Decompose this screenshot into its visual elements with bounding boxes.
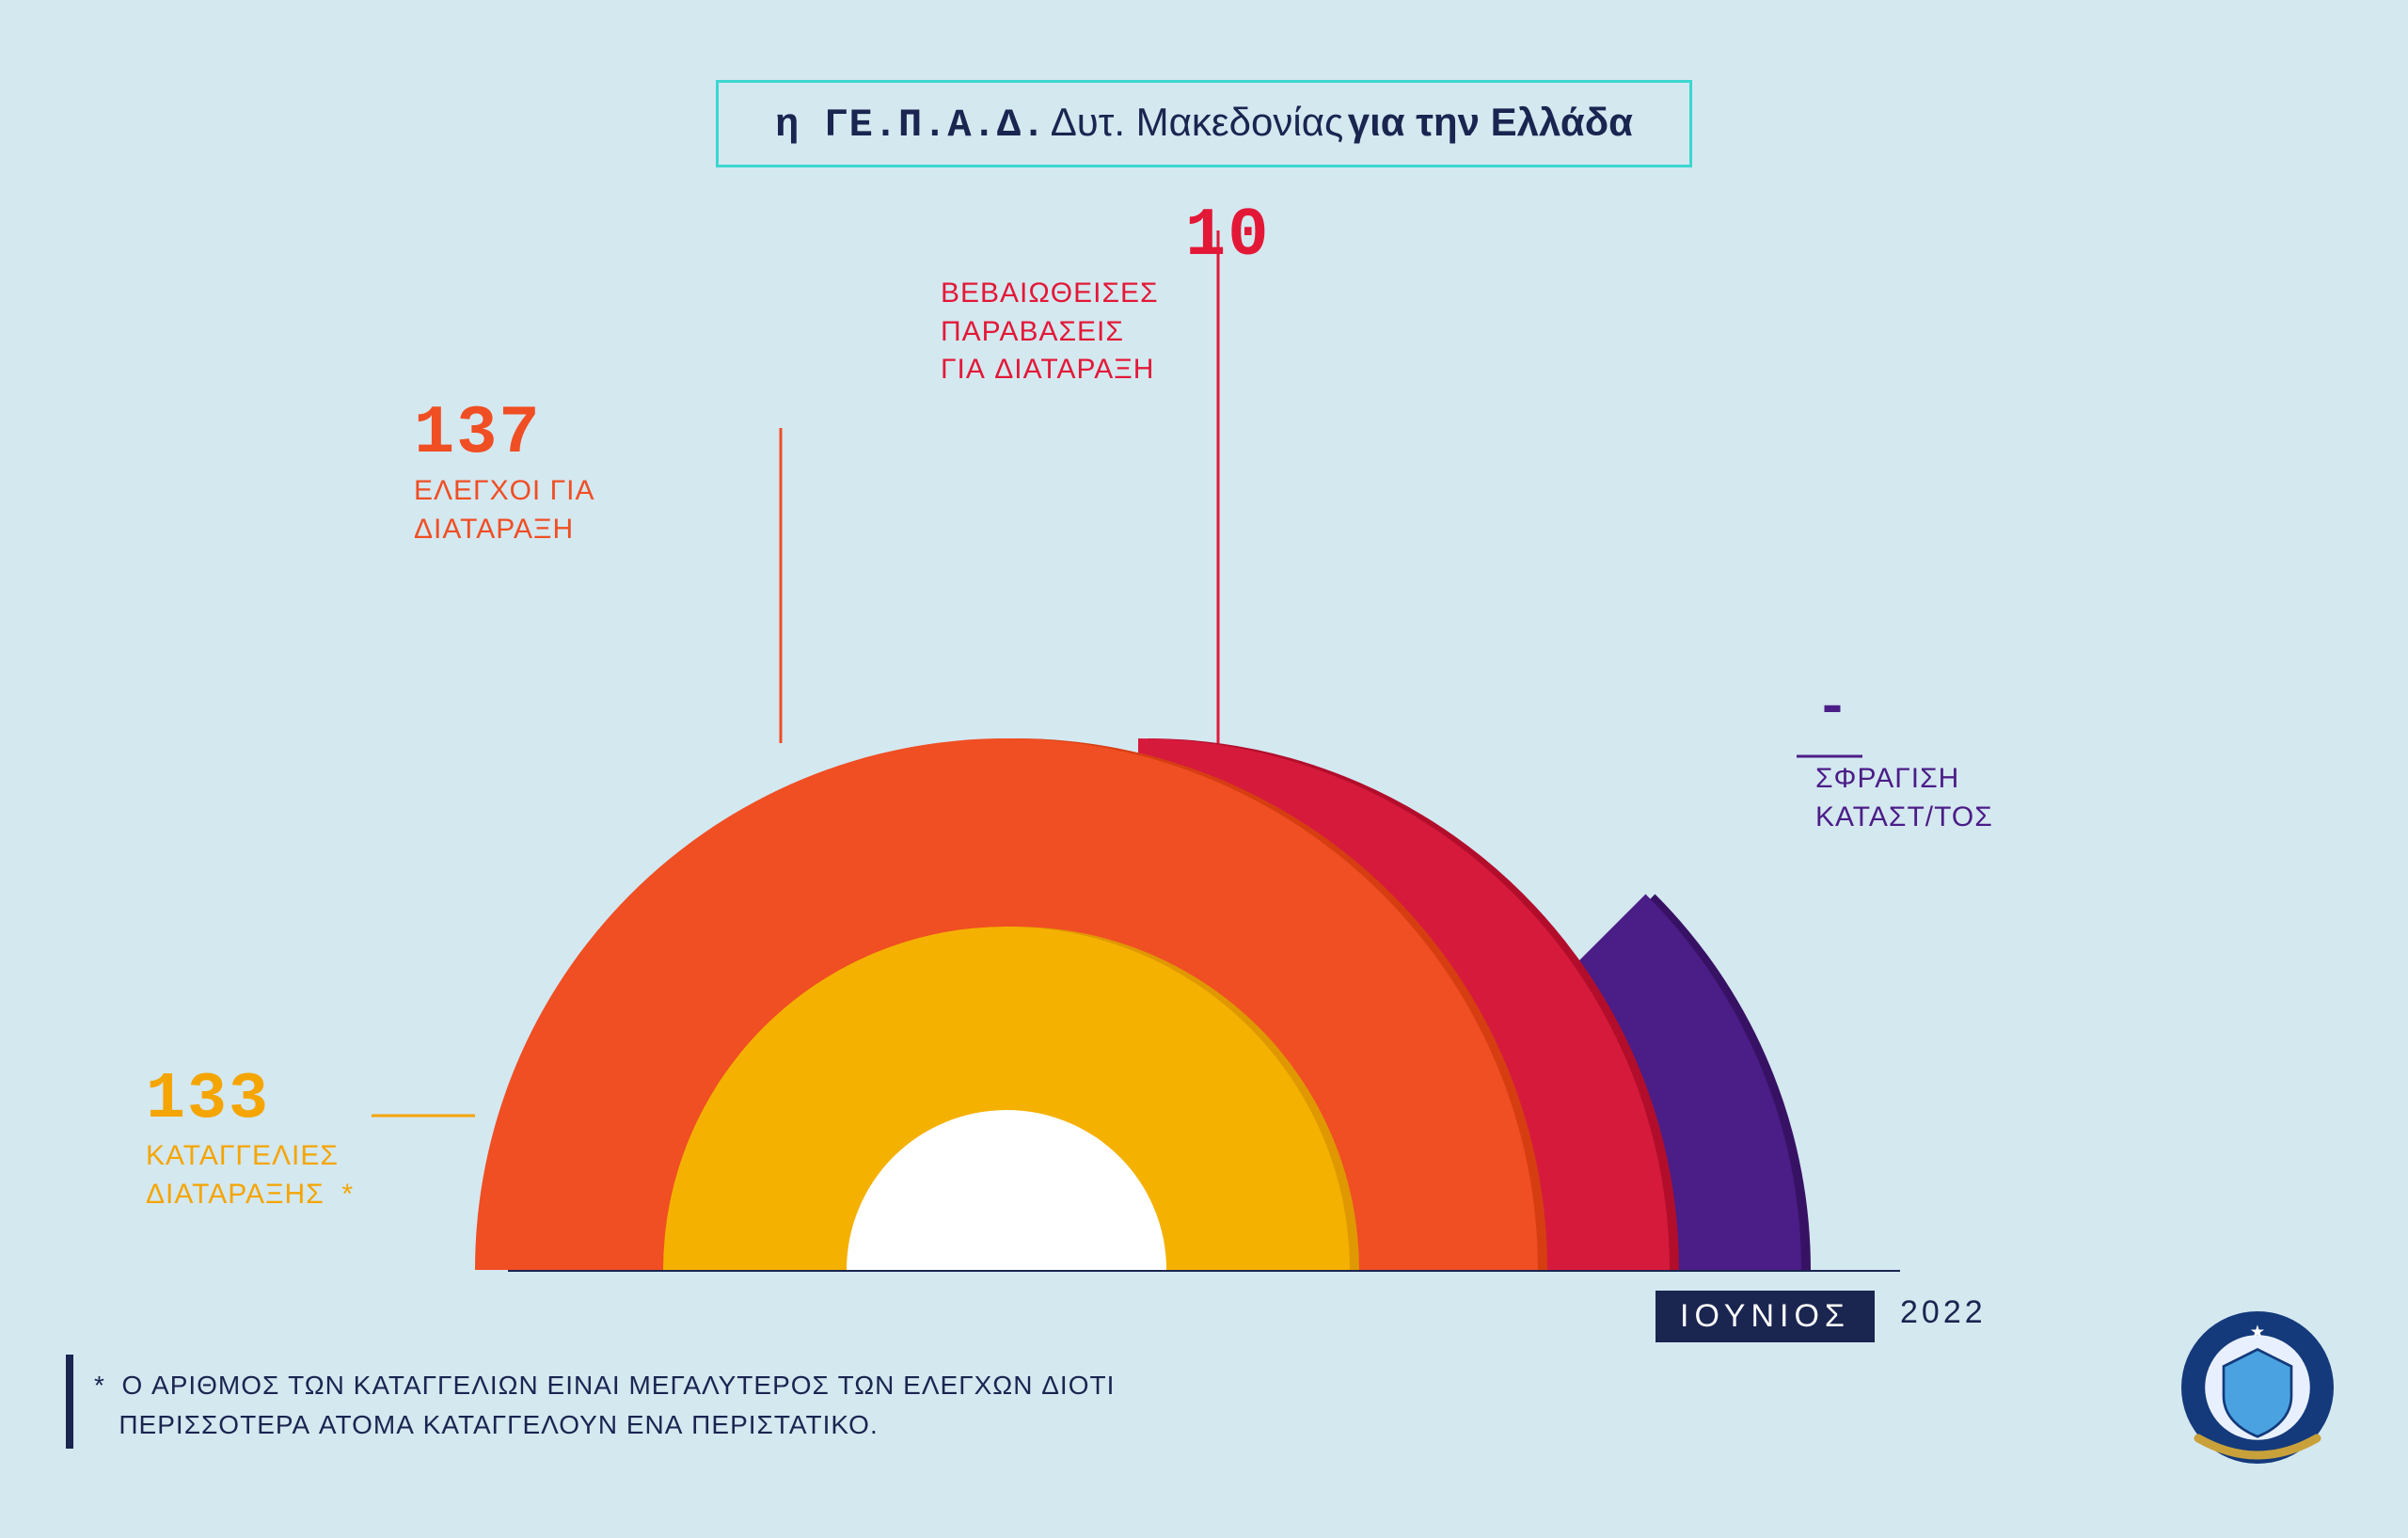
chart-baseline <box>508 1270 1900 1272</box>
footnote-bar <box>66 1355 73 1449</box>
logo-text: ★ <box>2251 1324 2265 1340</box>
footnote-text: * Ο ΑΡΙΘΜΟΣ ΤΩΝ ΚΑΤΑΓΓΕΛΙΩΝ ΕΙΝΑΙ ΜΕΓΑΛΥ… <box>94 1366 1115 1445</box>
metric-orange-label: ΕΛΕΓΧΟΙ ΓΙΑΔΙΑΤΑΡΑΞΗ <box>414 472 594 548</box>
metric-red-value: 10 <box>1185 198 1270 275</box>
metric-yellow-value: 133 <box>146 1063 354 1137</box>
metric-orange: 137 ΕΛΕΓΧΟΙ ΓΙΑΔΙΑΤΑΡΑΞΗ <box>414 395 594 548</box>
metric-yellow: 133 ΚΑΤΑΓΓΕΛΙΕΣΔΙΑΤΑΡΑΞΗΣ * <box>146 1063 354 1213</box>
metric-purple-value: - <box>1815 677 1993 741</box>
metric-red: 10 ΒΕΒΑΙΩΘΕΙΣΕΣΠΑΡΑΒΑΣΕΙΣΓΙΑ ΔΙΑΤΑΡΑΞΗ <box>941 198 1270 389</box>
metric-red-label: ΒΕΒΑΙΩΘΕΙΣΕΣΠΑΡΑΒΑΣΕΙΣΓΙΑ ΔΙΑΤΑΡΑΞΗ <box>941 275 1270 389</box>
police-logo-icon: ★ <box>2173 1303 2342 1472</box>
metric-purple: - ΣΦΡΑΓΙΣΗΚΑΤΑΣΤ/ΤΟΣ <box>1815 677 1993 836</box>
metric-purple-label: ΣΦΡΑΓΙΣΗΚΑΤΑΣΤ/ΤΟΣ <box>1815 760 1993 836</box>
metric-yellow-label: ΚΑΤΑΓΓΕΛΙΕΣΔΙΑΤΑΡΑΞΗΣ * <box>146 1137 354 1213</box>
period-month-badge: ΙΟΥΝΙΟΣ <box>1656 1291 1875 1342</box>
metric-orange-value: 137 <box>414 395 594 472</box>
period-year: 2022 <box>1900 1294 1987 1331</box>
